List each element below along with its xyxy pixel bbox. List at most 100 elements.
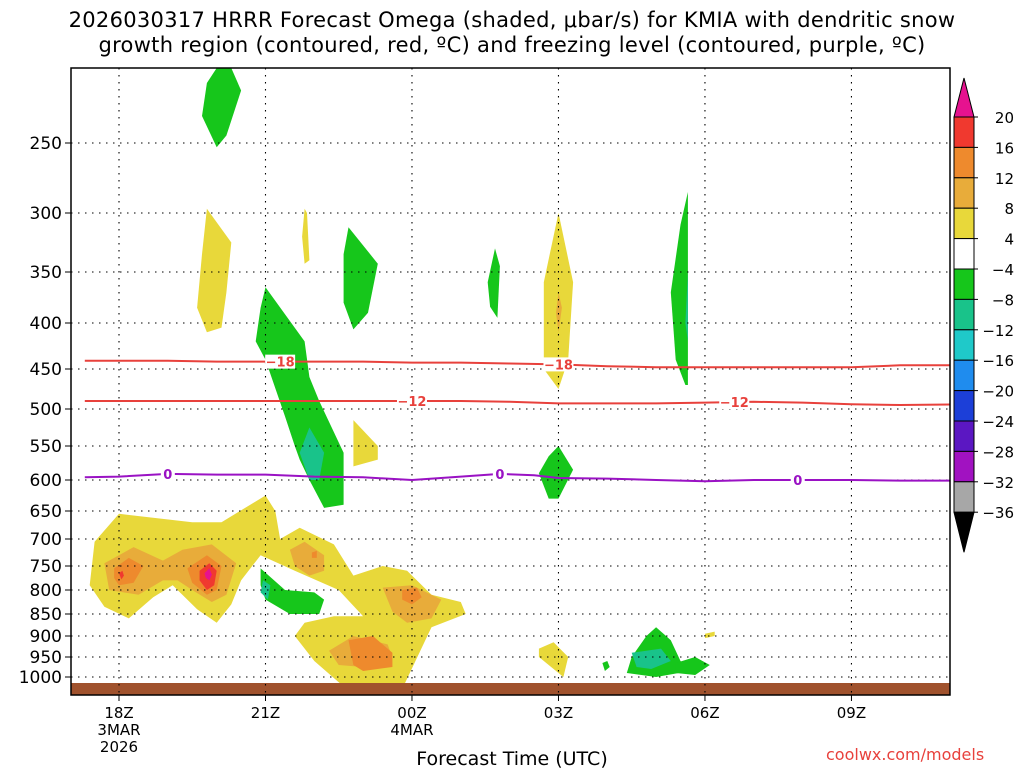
contour-label-bg-0-1 (543, 357, 574, 372)
omega-region-1 (197, 208, 232, 333)
omega-region-29 (602, 661, 610, 671)
colorbar-label-1: 16 (995, 139, 1014, 157)
x-tick-label-0-2: 2026 (100, 738, 138, 756)
omega-region-10 (538, 446, 574, 499)
ground-bar (71, 683, 950, 695)
contour-dgz-1 (84, 400, 950, 407)
x-tick-label-12-0: 06Z (690, 704, 719, 722)
colorbar-label-2: 12 (995, 170, 1014, 188)
colorbar: 20 16 12 8 4 −4 −8 −12 −16 −20 −24 −28 −32 −36 (953, 77, 1014, 553)
omega-region-8 (299, 427, 325, 480)
colorbar-bin-3 (953, 177, 975, 209)
x-tick-label-6-0: 00Z (397, 704, 426, 722)
x-axis-label: Forecast Time (UTC) (416, 748, 608, 770)
colorbar-bin-9 (953, 359, 975, 392)
colorbar-bin-2 (953, 146, 975, 179)
temperature-contours: −18 −18 −12 −12 0 0 0 (84, 354, 950, 489)
colorbar-bin-1 (953, 116, 975, 148)
contour-label-2-0: 0 (163, 468, 172, 483)
omega-region-26 (260, 568, 325, 614)
contour-label-2-1: 0 (495, 468, 504, 483)
x-tick-label-15-0: 09Z (837, 704, 866, 722)
omega-region-12 (685, 272, 688, 342)
y-tick-label-550: 550 (30, 437, 62, 457)
colorbar-label-11: −28 (982, 443, 1014, 461)
colorbar-label-3: 8 (1004, 200, 1014, 218)
omega-region-28 (538, 642, 569, 677)
y-tick-label-500: 500 (30, 400, 62, 420)
y-tick-label-800: 800 (30, 581, 62, 601)
x-tick-label-9-0: 03Z (544, 704, 573, 722)
contour-label-2-2: 0 (793, 474, 802, 489)
omega-region-18 (204, 568, 212, 581)
y-tick-label-350: 350 (30, 263, 62, 283)
colorbar-label-7: −12 (982, 322, 1014, 340)
omega-region-6 (556, 292, 562, 333)
contour-label-1-0: −12 (397, 395, 426, 410)
omega-region-0 (202, 68, 242, 148)
y-tick-label-300: 300 (30, 204, 62, 224)
y-tick-label-700: 700 (30, 530, 62, 550)
contour-label-bg-0-0 (265, 354, 296, 369)
contour-label-bg-2-2 (790, 473, 805, 487)
omega-region-9 (353, 420, 378, 467)
omega-region-3 (343, 227, 378, 330)
omega-region-31 (631, 648, 671, 669)
x-tick-label-6-1: 4MAR (390, 721, 433, 739)
y-tick-label-1000: 1000 (19, 668, 62, 688)
contour-label-bg-1-0 (396, 394, 427, 408)
x-tick-label-0-0: 18Z (104, 704, 133, 722)
omega-region-32 (675, 657, 710, 675)
y-tick-label-950: 950 (30, 648, 62, 668)
colorbar-bin-bottom (953, 511, 975, 553)
x-tick-label-0-1: 3MAR (97, 721, 140, 739)
omega-region-25 (402, 587, 422, 605)
y-tick-label-400: 400 (30, 314, 62, 334)
chart-title-line-1: 2026030317 HRRR Forecast Omega (shaded, … (68, 8, 956, 32)
contour-label-bg-2-0 (160, 466, 175, 481)
y-tick-label-450: 450 (30, 360, 62, 380)
colorbar-label-8: −16 (982, 352, 1014, 370)
colorbar-bin-top (953, 77, 975, 118)
contour-label-bg-2-1 (492, 466, 507, 481)
omega-region-2 (302, 208, 310, 264)
omega-region-20 (289, 541, 325, 576)
colorbar-bin-11 (953, 420, 975, 452)
x-tick-label-3-0: 21Z (251, 704, 280, 722)
colorbar-label-4: 4 (1004, 231, 1014, 249)
colorbar-label-12: −32 (982, 474, 1014, 492)
omega-region-23 (348, 636, 393, 671)
colorbar-bin-12 (953, 450, 975, 483)
y-tick-label-900: 900 (30, 627, 62, 647)
y-axis: 2503003504004505005506006507007508008509… (19, 134, 71, 688)
colorbar-bin-10 (953, 390, 975, 422)
y-tick-label-850: 850 (30, 605, 62, 625)
plot-frame (70, 67, 951, 696)
contour-label-0-0: −18 (266, 356, 295, 371)
omega-shading (89, 68, 715, 695)
colorbar-bin-6 (953, 268, 975, 300)
y-tick-label-600: 600 (30, 471, 62, 491)
colorbar-bin-13 (953, 481, 975, 513)
colorbar-bin-7 (953, 298, 975, 331)
credit-link[interactable]: coolwx.com/models (826, 745, 985, 764)
colorbar-bin-8 (953, 329, 975, 361)
colorbar-bin-4 (953, 207, 975, 240)
colorbar-label-10: −24 (982, 413, 1014, 431)
omega-region-11 (670, 192, 688, 385)
chart-title-line-2: growth region (contoured, red, ºC) and f… (98, 33, 926, 57)
contour-dgz-0 (84, 359, 950, 369)
colorbar-label-0: 20 (995, 109, 1014, 127)
colorbar-label-6: −8 (992, 291, 1014, 309)
contour-label-bg-1-1 (719, 395, 750, 410)
colorbar-label-9: −20 (982, 383, 1014, 401)
colorbar-label-5: −4 (992, 261, 1014, 279)
omega-region-4 (487, 248, 500, 318)
contour-label-0-1: −18 (544, 358, 573, 373)
omega-region-27 (260, 580, 271, 600)
colorbar-bin-5 (953, 238, 975, 270)
omega-region-33 (705, 631, 715, 639)
y-tick-label-250: 250 (30, 134, 62, 154)
